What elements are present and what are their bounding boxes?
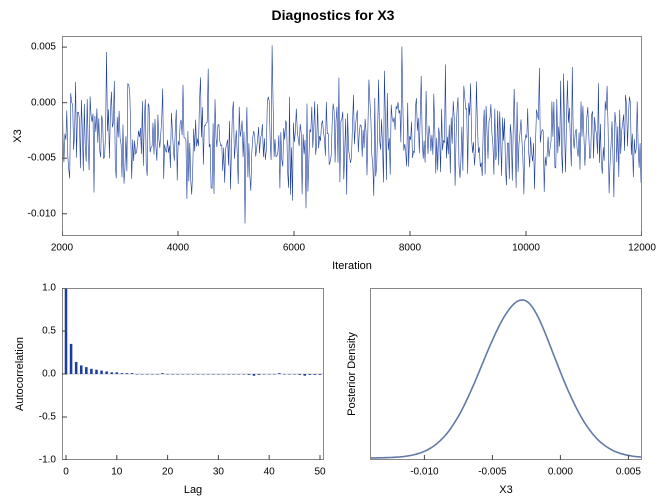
acf-ytick: 1.0 [42,283,56,294]
density-xtick: -0.010 [410,467,438,478]
acf-xtick: 10 [111,467,122,478]
acf-xtick: 40 [264,467,275,478]
density-xlabel: X3 [499,484,512,496]
trace-xtick: 12000 [628,243,656,254]
trace-ytick: 0.005 [31,42,56,53]
acf-ylabel: Autocorrelation [14,337,26,411]
trace-xtick: 8000 [399,243,421,254]
acf-ytick: -0.5 [39,412,56,423]
trace-ytick: -0.005 [28,153,56,164]
density-ylabel: Posterior Density [346,332,358,416]
acf-xtick: 0 [63,467,69,478]
acf-ytick: 0.5 [42,326,56,337]
acf-xtick: 50 [314,467,325,478]
figure-title: Diagnostics for X3 [0,7,666,23]
trace-ylabel: X3 [12,129,24,142]
acf-xtick: 30 [213,467,224,478]
trace-xtick: 4000 [167,243,189,254]
trace-xtick: 6000 [283,243,305,254]
acf-xlabel: Lag [184,484,202,496]
acf-ytick: 0.0 [42,369,56,380]
trace-xlabel: Iteration [332,260,372,272]
density-xtick: 0.005 [616,467,641,478]
trace-plot [62,36,642,236]
trace-ytick: 0.000 [31,97,56,108]
acf-xtick: 20 [162,467,173,478]
density-xtick: -0.005 [478,467,506,478]
density-xtick: 0.000 [548,467,573,478]
acf-ytick: -1.0 [39,455,56,466]
autocorrelation-plot [62,288,324,460]
trace-ytick: -0.010 [28,208,56,219]
posterior-density-plot [370,288,642,460]
trace-xtick: 10000 [512,243,540,254]
trace-xtick: 2000 [51,243,73,254]
diagnostics-figure: Diagnostics for X3 2000 4000 6000 8000 10000… [0,0,666,500]
